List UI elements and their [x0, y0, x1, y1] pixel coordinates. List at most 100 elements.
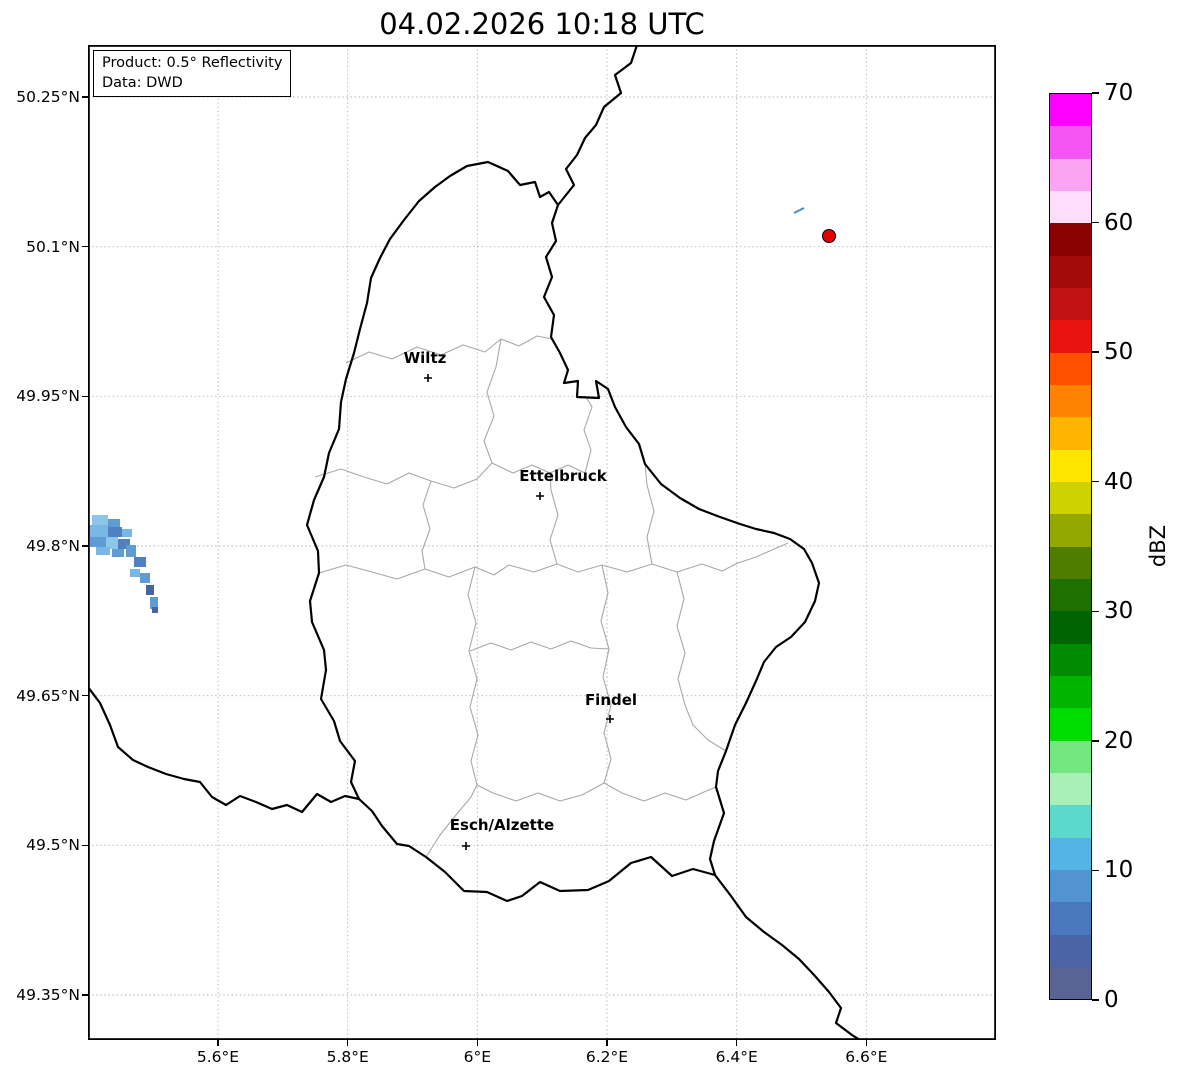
y-tick-mark — [82, 395, 88, 398]
colorbar-tick-label: 60 — [1104, 209, 1134, 236]
product-label: Product: 0.5° Reflectivity — [102, 55, 283, 71]
x-tick-mark — [865, 1040, 868, 1046]
plot-frame — [88, 45, 996, 1040]
colorbar-tick-mark — [1092, 869, 1099, 872]
colorbar-segment — [1050, 675, 1091, 709]
colorbar-segment — [1050, 94, 1091, 127]
city-marker — [536, 492, 544, 500]
radar-echo-cell — [152, 607, 158, 613]
y-tick-mark — [82, 545, 88, 547]
colorbar-tick-label: 70 — [1104, 80, 1134, 106]
grid-layer — [88, 45, 996, 1040]
canton-border-path — [345, 335, 553, 364]
radar-echo-cell — [146, 585, 154, 595]
small-echo-dash — [793, 207, 805, 214]
canton-border-path — [469, 640, 610, 652]
canton-border-path — [483, 338, 502, 464]
y-tick-mark — [82, 245, 88, 248]
colorbar-segment — [1050, 869, 1091, 903]
y-tick-label: 49.65°N — [16, 686, 80, 705]
colorbar-segment — [1050, 449, 1091, 482]
colorbar-tick-mark — [1092, 351, 1099, 353]
product-info-box: Product: 0.5° Reflectivity Data: DWD — [93, 50, 292, 98]
colorbar-segments — [1050, 94, 1091, 1000]
y-tick-label: 49.8°N — [26, 537, 80, 555]
radar-echo-cell — [134, 557, 146, 567]
radar-echo-cell — [140, 573, 150, 583]
colorbar-axis-label: dBZ — [1146, 524, 1170, 568]
canton-border-path — [583, 396, 593, 474]
canton-border-path — [549, 472, 559, 565]
colorbar-segment — [1050, 158, 1091, 191]
canton-border-path — [676, 571, 727, 752]
colorbar-segment — [1050, 287, 1091, 321]
colorbar-segment — [1050, 223, 1091, 256]
canton-border-path — [644, 463, 655, 565]
colorbar-tick-label: 10 — [1104, 857, 1134, 884]
colorbar-tick-label: 0 — [1104, 987, 1119, 1013]
colorbar-tick-mark — [1092, 740, 1099, 742]
y-tick-mark — [82, 994, 88, 996]
colorbar-segment — [1050, 578, 1091, 612]
colorbar-segment — [1050, 611, 1091, 644]
radar-echo-cell — [112, 549, 124, 557]
radar-echo-cell — [130, 569, 140, 577]
radar-echo-cell — [150, 597, 158, 609]
city-label: Esch/Alzette — [450, 816, 554, 834]
city-label: Wiltz — [404, 349, 447, 367]
x-tick-mark — [606, 1040, 608, 1046]
belgium-france-border-path — [88, 685, 361, 814]
radar-echo-cell — [108, 519, 120, 527]
colorbar — [1049, 93, 1092, 1000]
canton-border-path — [421, 480, 432, 570]
colorbar-tick-mark — [1092, 221, 1099, 224]
map-plot: Wiltz Ettelbruck Findel Esch/Alzette Produc… — [88, 45, 996, 1040]
colorbar-tick-label: 30 — [1104, 598, 1134, 625]
radar-site-marker — [822, 229, 836, 243]
colorbar-segment — [1050, 481, 1091, 515]
marker-layer — [793, 207, 836, 243]
city-label: Ettelbruck — [519, 467, 608, 485]
x-tick-label: 6.4°E — [715, 1048, 758, 1066]
colorbar-segment — [1050, 190, 1091, 224]
colorbar-segment — [1050, 546, 1091, 579]
y-tick-label: 49.5°N — [26, 836, 80, 855]
radar-echo-cell — [122, 529, 132, 537]
radar-echo-cell — [92, 515, 108, 525]
colorbar-tick-mark — [1092, 480, 1099, 483]
colorbar-tick-label: 50 — [1104, 339, 1134, 366]
radar-echo-cell — [126, 545, 136, 557]
map-svg: Wiltz Ettelbruck Findel Esch/Alzette — [88, 45, 996, 1040]
colorbar-segment — [1050, 934, 1091, 967]
radar-echo-cell — [88, 525, 108, 537]
canton-border-path — [467, 566, 479, 786]
x-tick-mark — [217, 1040, 219, 1046]
belgium-germany-border-path — [556, 45, 639, 207]
radar-echo-cell — [96, 547, 110, 555]
colorbar-segment — [1050, 255, 1091, 288]
colorbar-tick-mark — [1092, 610, 1099, 613]
colorbar-segment — [1050, 352, 1091, 385]
data-source-label: Data: DWD — [102, 74, 183, 91]
city-layer: Wiltz Ettelbruck Findel Esch/Alzette — [404, 349, 637, 850]
canton-border-path — [318, 542, 789, 580]
colorbar-segment — [1050, 837, 1091, 870]
y-tick-mark — [82, 96, 88, 98]
colorbar-segment — [1050, 708, 1091, 741]
radar-echo-cell — [118, 539, 130, 549]
x-tick-label: 5.6°E — [196, 1048, 240, 1066]
x-tick-mark — [735, 1040, 738, 1046]
y-tick-label: 49.95°N — [16, 387, 80, 406]
radar-echo-cell — [108, 527, 122, 537]
y-tick-label: 50.25°N — [16, 88, 80, 106]
colorbar-tick-label: 40 — [1104, 468, 1134, 495]
colorbar-segment — [1050, 384, 1091, 418]
luxembourg-border-path — [305, 160, 821, 903]
city-marker — [462, 842, 470, 850]
x-tick-mark — [476, 1040, 479, 1046]
colorbar-tick-label: 20 — [1104, 727, 1134, 754]
x-tick-label: 6.6°E — [845, 1048, 888, 1066]
y-tick-label: 50.1°N — [26, 237, 80, 256]
colorbar-segment — [1050, 320, 1091, 353]
